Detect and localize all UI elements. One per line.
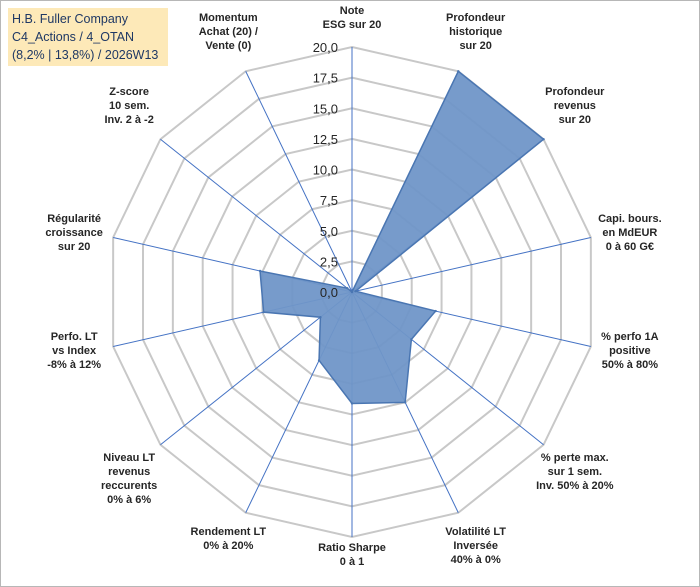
axis-label: Rendement LT 0% à 20% xyxy=(191,526,267,552)
tick-label: 12,5 xyxy=(313,132,338,147)
tick-label: 10,0 xyxy=(313,163,338,178)
portfolio-name: C4_Actions / 4_OTAN xyxy=(12,30,135,44)
data-point xyxy=(542,138,545,141)
axis-label: Niveau LT revenus reccurents 0% à 6% xyxy=(101,452,157,506)
data-point xyxy=(350,402,354,405)
axis-label: Momentum Achat (20) / Vente (0) xyxy=(199,12,258,52)
axis-label: Ratio Sharpe 0 à 1 xyxy=(318,542,386,568)
tick-label: 15,0 xyxy=(313,101,338,116)
axis-label: Régularité croissance sur 20 xyxy=(45,213,102,253)
axis-label: % perte max. sur 1 sem. Inv. 50% à 20% xyxy=(536,452,614,492)
data-point xyxy=(350,290,354,294)
tick-label: 7,5 xyxy=(320,193,338,208)
axis-label: Profondeur historique sur 20 xyxy=(446,12,506,52)
axis-spoke xyxy=(160,138,353,293)
tick-label: 0,0 xyxy=(320,285,338,300)
axis-label: Volatilité LT Inversée 40% à 0% xyxy=(445,526,506,566)
axis-label: Z-score 10 sem. Inv. 2 à -2 xyxy=(105,86,154,126)
axis-label: Profondeur revenus sur 20 xyxy=(545,86,605,126)
data-point xyxy=(410,338,413,341)
data-point xyxy=(457,70,460,73)
data-point xyxy=(403,401,407,404)
performance-range: (8,2% | 13,8%) / 2026W13 xyxy=(12,48,159,62)
axis-label: Capi. bours. en MdEUR 0 à 60 G€ xyxy=(598,213,662,253)
data-point xyxy=(346,286,349,290)
data-point xyxy=(258,269,262,273)
tick-label: 17,5 xyxy=(313,71,338,86)
tick-label: 2,5 xyxy=(320,254,338,269)
axis-label: % perfo 1A positive 50% à 80% xyxy=(601,331,659,371)
data-point xyxy=(434,309,437,313)
tick-label: 20,0 xyxy=(313,40,338,55)
chart-title-box: H.B. Fuller Company C4_Actions / 4_OTAN … xyxy=(8,8,168,66)
data-point xyxy=(317,359,321,362)
data-point xyxy=(262,310,265,314)
data-series-area xyxy=(259,70,545,405)
company-name: H.B. Fuller Company xyxy=(12,12,129,26)
tick-label: 5,0 xyxy=(320,224,338,239)
data-point xyxy=(319,316,322,319)
axis-spoke xyxy=(245,71,353,293)
data-point xyxy=(354,289,357,293)
axis-label: Note ESG sur 20 xyxy=(323,5,382,31)
axis-spoke xyxy=(351,236,591,293)
axis-label: Perfo. LT vs Index -8% à 12% xyxy=(47,331,101,371)
